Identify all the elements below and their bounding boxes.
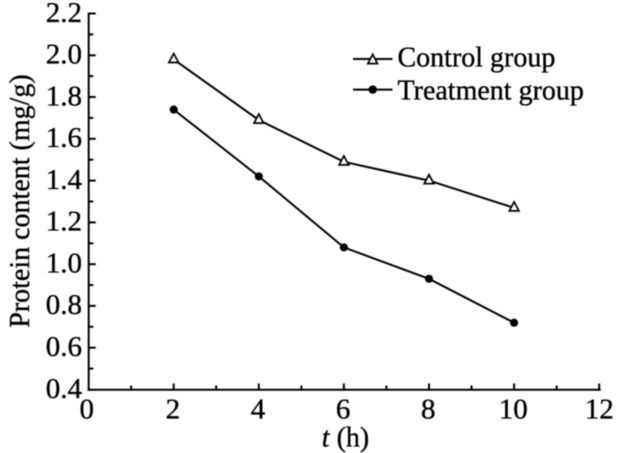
svg-text:Control group: Control group bbox=[398, 42, 556, 73]
svg-text:8: 8 bbox=[421, 394, 436, 426]
svg-text:10: 10 bbox=[499, 394, 528, 426]
svg-text:1.8: 1.8 bbox=[46, 80, 82, 112]
svg-text:0.4: 0.4 bbox=[46, 373, 83, 405]
svg-text:1.0: 1.0 bbox=[46, 248, 82, 280]
svg-text:4: 4 bbox=[251, 394, 266, 426]
svg-text:t (h): t (h) bbox=[322, 423, 369, 453]
svg-text:1.2: 1.2 bbox=[46, 206, 82, 238]
svg-text:0.8: 0.8 bbox=[46, 289, 82, 321]
svg-text:6: 6 bbox=[336, 394, 351, 426]
svg-text:0.6: 0.6 bbox=[46, 331, 82, 363]
svg-text:0: 0 bbox=[80, 394, 95, 426]
svg-text:2: 2 bbox=[166, 394, 181, 426]
svg-text:Treatment group: Treatment group bbox=[398, 76, 584, 107]
svg-text:12: 12 bbox=[585, 394, 614, 426]
svg-text:2.0: 2.0 bbox=[46, 39, 82, 71]
svg-text:2.2: 2.2 bbox=[46, 0, 82, 29]
svg-text:1.6: 1.6 bbox=[46, 122, 82, 154]
svg-text:Protein content (mg/g): Protein content (mg/g) bbox=[5, 74, 36, 328]
svg-text:1.4: 1.4 bbox=[46, 164, 83, 196]
